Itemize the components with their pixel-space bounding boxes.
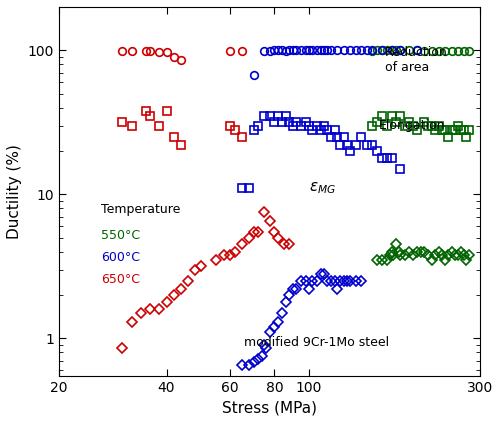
Text: 550°C: 550°C xyxy=(101,229,140,242)
X-axis label: Stress (MPa): Stress (MPa) xyxy=(222,400,317,415)
Text: Reduction
of area: Reduction of area xyxy=(385,46,448,74)
Text: 600°C: 600°C xyxy=(101,252,140,264)
Text: Temperature: Temperature xyxy=(101,203,180,216)
Text: modified 9Cr-1Mo steel: modified 9Cr-1Mo steel xyxy=(244,336,389,349)
Text: $\varepsilon_{MG}$: $\varepsilon_{MG}$ xyxy=(310,180,336,196)
Text: 650°C: 650°C xyxy=(101,273,140,287)
Y-axis label: Ductility (%): Ductility (%) xyxy=(7,144,22,239)
Text: Elongation: Elongation xyxy=(379,119,446,132)
